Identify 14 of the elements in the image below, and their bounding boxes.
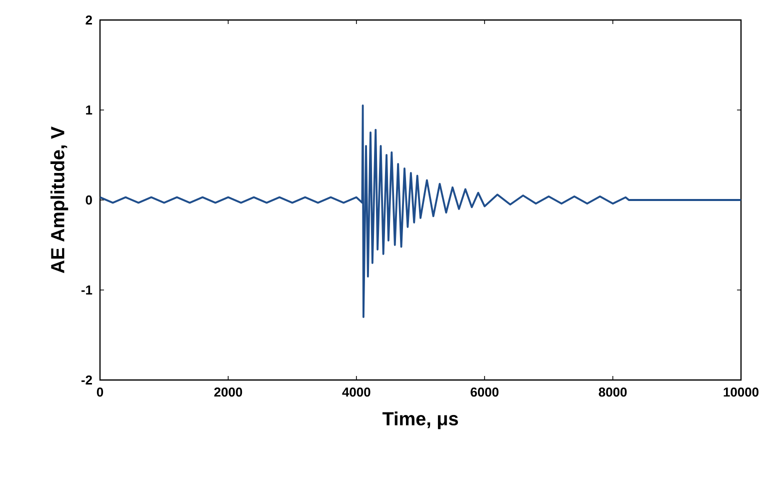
y-tick-label: -1: [81, 286, 92, 294]
x-tick-label: 2000: [214, 388, 242, 397]
x-tick-label: 8000: [598, 388, 627, 397]
line-series: [100, 104, 742, 318]
x-tick-label: 4000: [342, 388, 370, 397]
y-tick-label: 1: [86, 106, 92, 114]
y-tick-label: 2: [86, 15, 92, 25]
x-tick-label: 6000: [470, 388, 498, 397]
x-tick-label: 0: [96, 388, 104, 397]
x-tick-label: 10000: [724, 388, 758, 397]
y-tick-label: -2: [81, 375, 92, 385]
y-tick-label: 0: [86, 195, 92, 205]
x-axis-title: Time, μs: [382, 412, 458, 430]
y-axis-title: AE Amplitude, V: [50, 126, 68, 274]
